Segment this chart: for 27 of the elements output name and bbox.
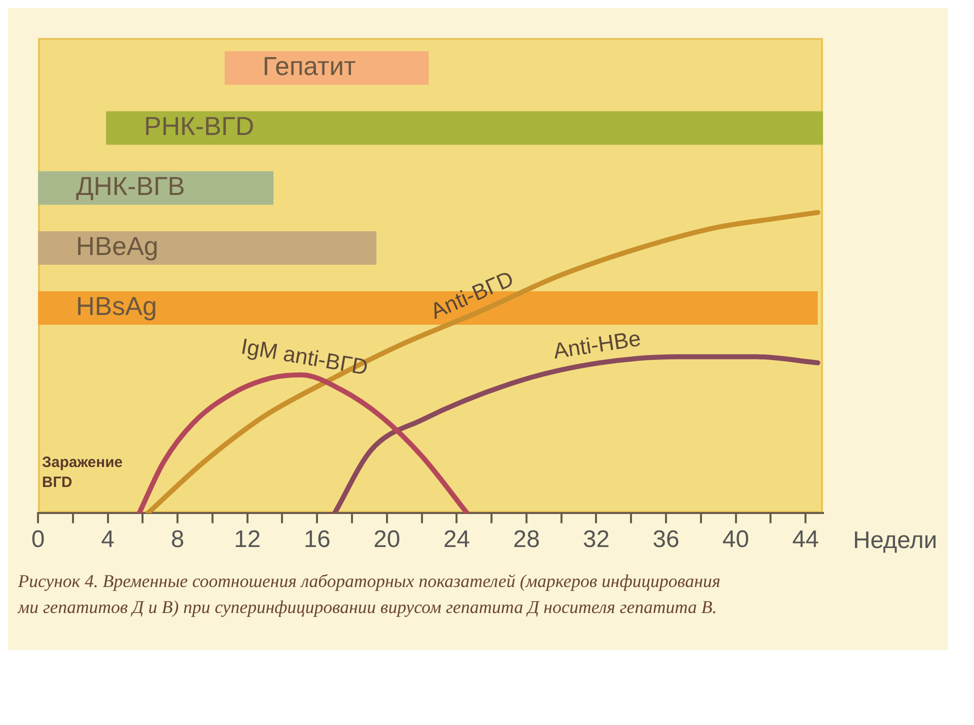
x-tick-label: 16 <box>304 526 330 554</box>
x-tick-label: 4 <box>101 526 114 554</box>
text: Рисунок 4. Временные соотношения лабораторных показателей (маркеров инфицирования <box>18 570 722 593</box>
annotation: Заражение ВГD <box>42 454 123 492</box>
x-tick-label: 44 <box>792 526 819 554</box>
category-label: HBeAg <box>76 231 158 262</box>
category-label: РНК-ВГD <box>144 111 254 142</box>
x-tick-label: 0 <box>31 526 45 554</box>
x-tick-label: 20 <box>374 526 400 554</box>
bar <box>224 51 429 85</box>
bar <box>106 111 823 145</box>
category-label: Гепатит <box>262 51 356 82</box>
category-label: HBsAg <box>76 291 157 322</box>
x-tick-label: 40 <box>722 526 750 554</box>
x-tick-label: 28 <box>513 526 540 554</box>
category-label: ДНК-ВГВ <box>76 171 185 202</box>
x-tick-label: 36 <box>652 526 680 554</box>
x-axis-title: Недели <box>853 526 938 554</box>
text: Anti-HBe <box>552 326 642 364</box>
x-tick-label: 12 <box>234 526 261 554</box>
x-tick-label: 32 <box>582 526 610 554</box>
text: ми гепатитов Д и В) при суперинфицировании вирусом гепатита Д носителя гепатита В. <box>18 596 718 619</box>
bar <box>38 171 274 205</box>
x-tick-label: 8 <box>170 526 184 554</box>
bar <box>38 231 376 265</box>
x-tick-label: 24 <box>443 526 470 554</box>
text: IgM anti-ВГD <box>239 333 370 380</box>
